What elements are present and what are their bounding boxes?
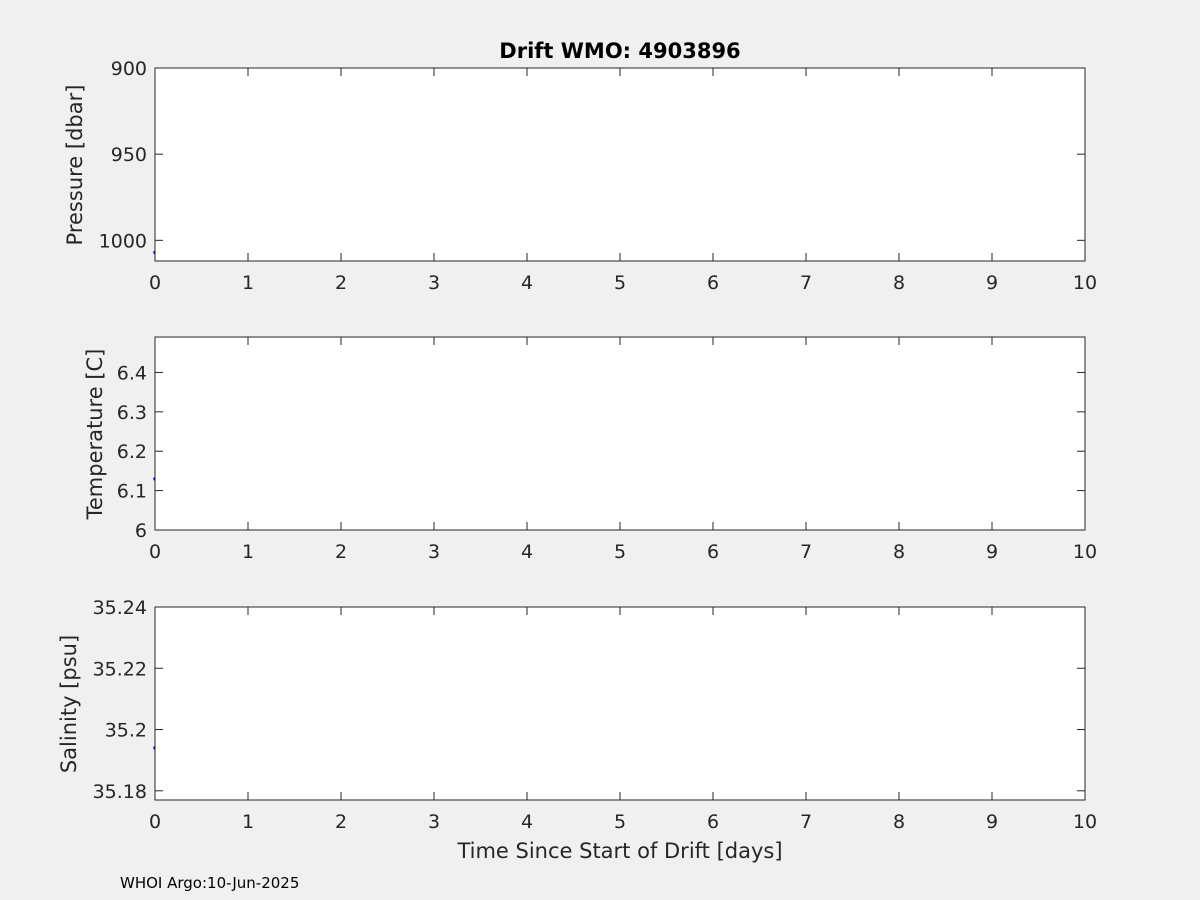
y-tick-label: 6.1 bbox=[117, 481, 147, 503]
y-tick-label: 6 bbox=[135, 520, 147, 542]
x-tick-label: 0 bbox=[149, 541, 161, 563]
y-tick-label: 35.22 bbox=[93, 658, 147, 680]
x-tick-label: 5 bbox=[614, 541, 626, 563]
axes-2: 0 1 2 3 4 5 6 7 8 9 10 6 6.1 6.2 6.3 6.4 Temperature [C] bbox=[83, 336, 1097, 563]
x-tick-label: 5 bbox=[614, 811, 626, 833]
y-tick-label: 35.18 bbox=[93, 781, 147, 803]
x-tick-label: 3 bbox=[428, 541, 440, 563]
y-axis-label: Temperature [C] bbox=[83, 349, 107, 521]
x-tick-label: 6 bbox=[707, 272, 719, 294]
x-tick-label: 4 bbox=[521, 811, 533, 833]
x-tick-label: 6 bbox=[707, 541, 719, 563]
x-tick-label: 8 bbox=[893, 541, 905, 563]
x-tick-label: 2 bbox=[335, 811, 347, 833]
x-tick-label: 5 bbox=[614, 272, 626, 294]
x-tick-label: 10 bbox=[1073, 811, 1097, 833]
x-tick-label: 9 bbox=[986, 811, 998, 833]
x-tick-label: 4 bbox=[521, 541, 533, 563]
axes-box bbox=[154, 336, 1086, 531]
axes-1: 0 1 2 3 4 5 6 7 8 9 10 900 950 1000 Pressure [dbar] bbox=[63, 58, 1097, 294]
y-tick-label: 6.3 bbox=[117, 402, 147, 424]
x-tick-label: 2 bbox=[335, 541, 347, 563]
x-tick-label: 1 bbox=[242, 541, 254, 563]
x-tick-label: 8 bbox=[893, 811, 905, 833]
x-tick-label: 8 bbox=[893, 272, 905, 294]
axes-box bbox=[154, 67, 1086, 262]
y-axis-label: Salinity [psu] bbox=[57, 635, 81, 773]
x-tick-label: 6 bbox=[707, 811, 719, 833]
x-tick-label: 7 bbox=[800, 272, 812, 294]
y-tick-label: 35.24 bbox=[93, 597, 147, 619]
footer-stamp: WHOI Argo:10-Jun-2025 bbox=[120, 874, 299, 892]
x-tick-label: 2 bbox=[335, 272, 347, 294]
y-tick-label: 1000 bbox=[99, 230, 147, 252]
x-tick-label: 10 bbox=[1073, 272, 1097, 294]
x-tick-label: 3 bbox=[428, 811, 440, 833]
x-tick-label: 10 bbox=[1073, 541, 1097, 563]
y-tick-label: 950 bbox=[111, 144, 147, 166]
x-tick-label: 9 bbox=[986, 541, 998, 563]
x-tick-label: 0 bbox=[149, 811, 161, 833]
y-tick-label: 35.2 bbox=[105, 720, 147, 742]
x-tick-label: 1 bbox=[242, 272, 254, 294]
y-tick-label: 6.4 bbox=[117, 362, 147, 384]
x-tick-label: 3 bbox=[428, 272, 440, 294]
y-tick-label: 6.2 bbox=[117, 441, 147, 463]
y-tick-label: 900 bbox=[111, 58, 147, 80]
x-tick-label: 1 bbox=[242, 811, 254, 833]
y-axis-label: Pressure [dbar] bbox=[63, 85, 87, 246]
x-tick-label: 0 bbox=[149, 272, 161, 294]
axes-box bbox=[154, 606, 1086, 801]
x-tick-label: 4 bbox=[521, 272, 533, 294]
x-axis-label: Time Since Start of Drift [days] bbox=[456, 839, 782, 863]
x-tick-label: 9 bbox=[986, 272, 998, 294]
figure-title: Drift WMO: 4903896 bbox=[499, 39, 740, 63]
axes-3: 0 1 2 3 4 5 6 7 8 9 10 35.18 35.2 35.22 35.24 Salinity … bbox=[57, 597, 1097, 833]
x-tick-label: 7 bbox=[800, 811, 812, 833]
x-tick-label: 7 bbox=[800, 541, 812, 563]
